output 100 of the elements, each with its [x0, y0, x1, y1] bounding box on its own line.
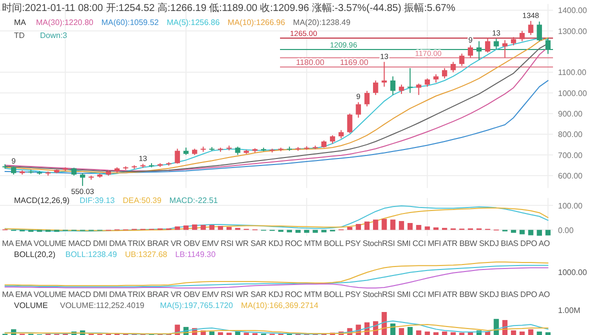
candlestick	[485, 38, 490, 54]
annotation: 1169.00	[340, 58, 369, 67]
text: MA EMA VOLUME MACD DMI DMA TRIX BRAR VR OBV EMV RSI WR SAR KDJ ROC MTM BOLL PSY StochRSI SMI CCI MFI ATR BBW SKDJ BIAS DPO AO	[2, 290, 550, 299]
text: MA(5):1256.86	[166, 18, 220, 27]
bar	[536, 332, 542, 335]
y-tick-label: 1100.00	[558, 68, 587, 78]
candlestick	[398, 84, 404, 94]
bar	[226, 226, 232, 230]
bar	[373, 220, 378, 230]
y-tick-label: 800.00	[558, 130, 584, 140]
y-tick-label: 700.00	[558, 150, 584, 160]
bar	[200, 224, 206, 230]
text: 1.00M	[558, 306, 581, 315]
y-tick-label: 900.00	[558, 110, 584, 119]
bar	[321, 230, 326, 232]
y-tick-label: 100.00	[558, 201, 584, 210]
bar	[408, 326, 413, 335]
text: MA(5):197,765.1720	[160, 301, 234, 310]
bar	[295, 230, 301, 233]
candlestick	[390, 76, 396, 96]
bar	[209, 332, 214, 335]
y-tick-label: 600.00	[558, 172, 584, 181]
bar	[218, 226, 224, 230]
bar	[433, 332, 439, 335]
bar	[286, 230, 292, 232]
bar	[174, 226, 180, 230]
chart-title: 时间:2021-01-11 08:00 开:1254.52 高:1266.19 低:1189.00 收:1209.96 涨幅:-3.57%(-44.85) 振幅:5.67%	[2, 2, 456, 14]
bar	[382, 218, 387, 230]
line-series	[4, 80, 548, 174]
bar	[390, 220, 396, 230]
candlestick	[528, 20, 534, 36]
bar	[218, 332, 224, 335]
bar	[398, 328, 404, 335]
candlestick	[416, 83, 422, 96]
legend-title: MA	[14, 18, 27, 27]
text: MA(30):1220.80	[36, 18, 94, 27]
chart-title: VOLUME	[14, 301, 48, 310]
text: UB:1327.68	[124, 250, 168, 259]
bar	[312, 230, 318, 233]
candlestick	[408, 68, 413, 94]
annotation: 1180.00	[296, 58, 325, 67]
y-tick-label: 1000.00	[558, 88, 588, 98]
annotation: TD	[14, 31, 25, 40]
candlestick	[174, 148, 180, 164]
bar	[304, 230, 310, 233]
text: LB:1149.30	[175, 250, 216, 259]
bar	[545, 230, 551, 236]
candlestick	[442, 68, 448, 79]
text: MA(60):1059.52	[101, 18, 160, 27]
bar	[424, 332, 430, 335]
text: DEA:50.39	[122, 196, 162, 205]
bar	[192, 224, 198, 230]
text: MA EMA VOLUME MACD DMI DMA TRIX BRAR VR OBV EMV RSI WR SAR KDJ ROC MTM BOLL PSY StochRSI SMI CCI MFI ATR BBW SKDJ BIAS DPO AO	[2, 239, 550, 248]
chart-title: MACD(12,26,9)	[14, 196, 70, 205]
bar	[347, 226, 352, 230]
y-tick-label: 1400.00	[558, 6, 588, 16]
candlestick	[450, 61, 456, 73]
bar	[356, 224, 361, 230]
bar	[364, 222, 370, 230]
bar	[528, 329, 534, 335]
candlestick	[80, 172, 86, 186]
text: VOLUME:112,252.4019	[60, 301, 145, 310]
candlestick	[536, 21, 542, 42]
bar	[510, 230, 516, 233]
chart-title: BOLL(20,2)	[14, 250, 56, 259]
y-tick-label: 1300.00	[558, 26, 588, 36]
candlestick	[356, 102, 361, 118]
bar	[528, 230, 534, 236]
text: DIF:39.13	[80, 196, 116, 205]
bar	[442, 332, 448, 335]
bar	[424, 226, 430, 230]
text: MA(10):1266.96	[228, 18, 286, 27]
bar	[398, 221, 404, 230]
candlestick	[382, 61, 387, 88]
text: MACD:-22.51	[169, 196, 218, 205]
bar	[416, 224, 422, 230]
bar	[209, 224, 214, 230]
bar	[433, 227, 439, 230]
text: MA(20):1238.49	[293, 18, 351, 27]
bar	[520, 332, 525, 335]
y-tick-label: 0.00	[558, 226, 574, 235]
candlestick	[468, 44, 474, 58]
bar	[183, 225, 189, 230]
candlestick	[347, 113, 352, 134]
bar	[408, 223, 413, 230]
bar	[450, 332, 456, 335]
annotation: Down:3	[40, 31, 68, 40]
bar	[382, 312, 387, 335]
bar	[536, 230, 542, 236]
bar	[235, 332, 240, 335]
text: BOLL:1238.49	[65, 250, 118, 259]
text: MA(10):166,369.2714	[240, 301, 319, 310]
candlestick	[373, 80, 378, 96]
bar	[510, 330, 516, 335]
bar	[416, 330, 422, 335]
candlestick	[459, 53, 464, 67]
bar	[545, 332, 551, 335]
candlestick	[520, 30, 525, 42]
candlestick	[364, 90, 370, 107]
candlestick	[502, 40, 508, 58]
